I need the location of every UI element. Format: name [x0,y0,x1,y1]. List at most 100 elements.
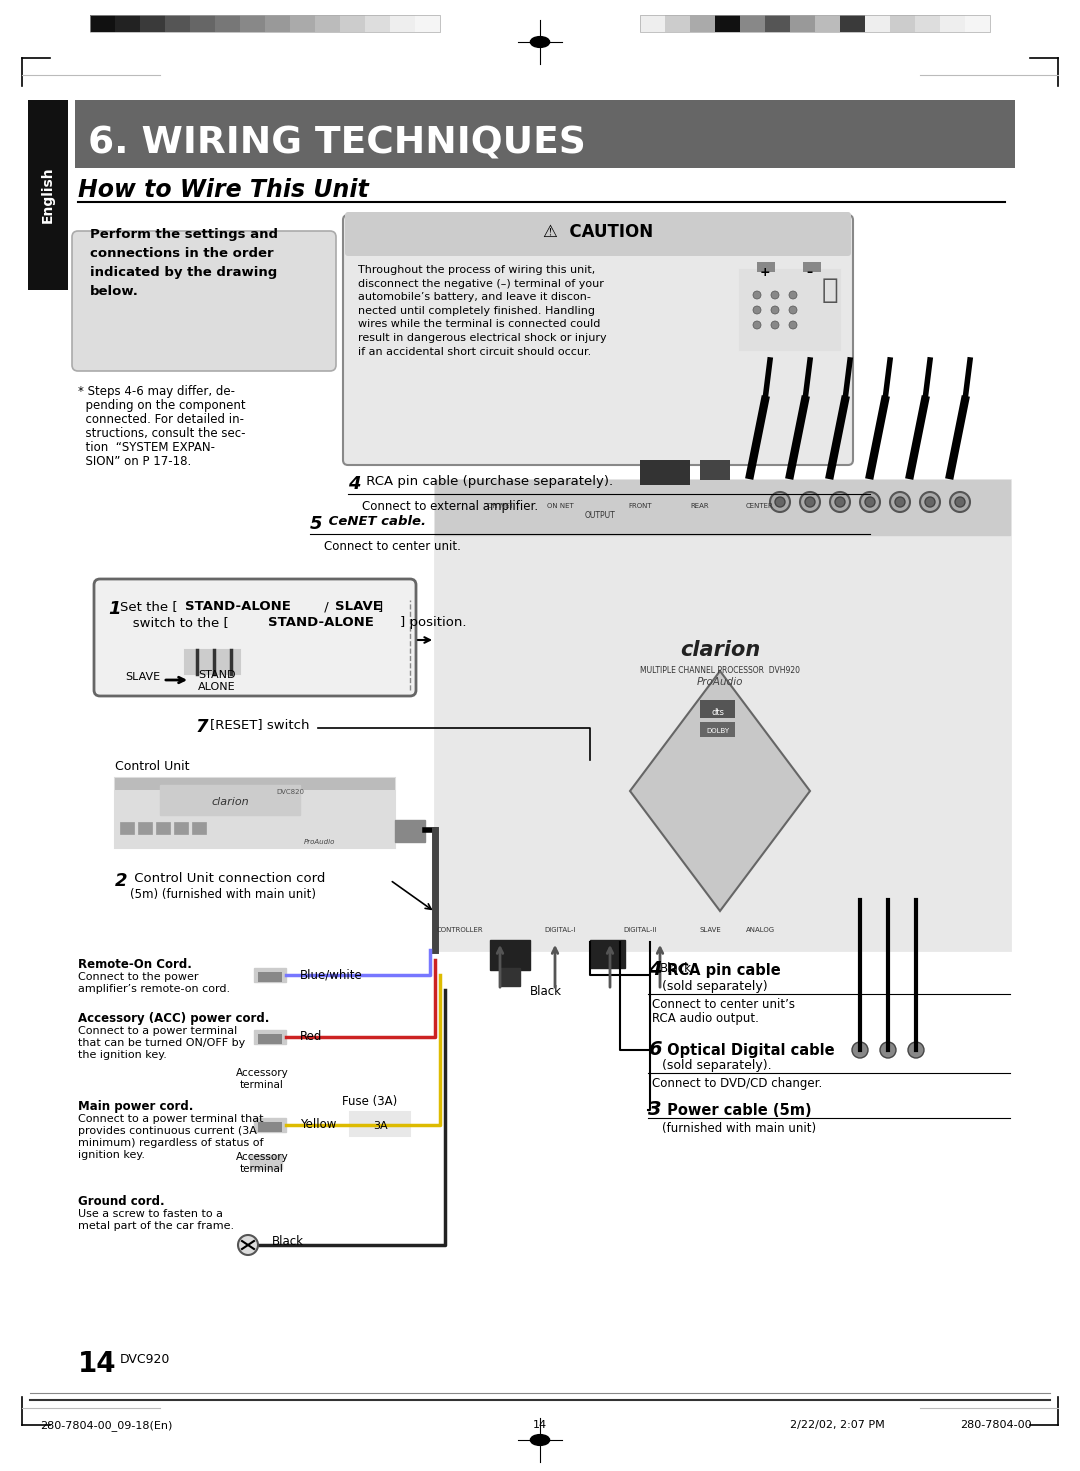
Circle shape [805,497,815,507]
Text: /: / [320,600,333,613]
Bar [757,262,775,272]
Text: Perform the settings and
connections in the order
indicated by the drawing
below: Perform the settings and connections in … [90,228,278,299]
Bar [114,15,140,32]
Text: 4: 4 [348,475,361,493]
Bar [690,15,715,32]
Text: Connect to a power terminal: Connect to a power terminal [78,1025,238,1036]
Circle shape [865,497,875,507]
Bar [165,15,190,32]
Text: * Steps 4-6 may differ, de-: * Steps 4-6 may differ, de- [78,385,235,399]
Text: ProAudio: ProAudio [305,838,336,844]
Text: 1: 1 [108,600,121,618]
Text: Accessory (ACC) power cord.: Accessory (ACC) power cord. [78,1012,269,1025]
Text: –: – [806,266,812,279]
Text: CENTER: CENTER [746,503,774,509]
Bar [140,15,165,32]
Text: ] position.: ] position. [400,616,467,630]
Text: SION” on P 17-18.: SION” on P 17-18. [78,455,191,468]
Bar [265,15,291,32]
Text: RCA pin cable (purchase separately).: RCA pin cable (purchase separately). [362,475,613,488]
Text: tion  “SYSTEM EXPAN-: tion “SYSTEM EXPAN- [78,441,215,455]
Text: Optical Digital cable: Optical Digital cable [662,1043,835,1058]
Text: ON NET: ON NET [546,503,573,509]
Text: ⚠  CAUTION: ⚠ CAUTION [543,224,653,241]
Bar [700,700,735,718]
Bar [75,100,1015,168]
Text: Set the [: Set the [ [120,600,177,613]
Text: Accessory
terminal: Accessory terminal [235,1068,288,1090]
Text: Accessory
terminal: Accessory terminal [235,1152,288,1174]
Text: FRONT: FRONT [629,503,652,509]
Bar [640,15,990,32]
Text: 6. WIRING TECHNIQUES: 6. WIRING TECHNIQUES [87,125,585,160]
Text: RCA pin cable: RCA pin cable [662,964,781,978]
Text: Connect to DVD/CD changer.: Connect to DVD/CD changer. [652,1077,822,1090]
Bar [740,271,840,350]
Text: 2: 2 [114,872,127,890]
Ellipse shape [530,1434,550,1446]
Bar [700,722,735,737]
Circle shape [789,291,797,299]
Text: Fuse (3A): Fuse (3A) [342,1094,397,1108]
Text: Ground cord.: Ground cord. [78,1194,164,1208]
Bar [254,1118,286,1133]
Bar [156,822,170,834]
Text: Red: Red [300,1030,322,1043]
Text: DVC820: DVC820 [276,788,303,794]
Text: Main power cord.: Main power cord. [78,1100,193,1114]
Text: Connect to center unit’s: Connect to center unit’s [652,997,795,1011]
Circle shape [908,1041,924,1058]
Bar [840,15,865,32]
Bar [258,972,282,983]
Bar [28,100,68,290]
Text: [RESET] switch: [RESET] switch [210,718,310,731]
Text: Black: Black [530,986,562,997]
Bar [350,1112,410,1136]
Text: metal part of the car frame.: metal part of the car frame. [78,1221,234,1231]
Text: clarion: clarion [680,640,760,660]
Text: English: English [41,166,55,224]
Bar [700,460,730,480]
Bar [390,15,415,32]
Circle shape [924,497,935,507]
Text: DOLBY: DOLBY [706,728,730,734]
Text: ]: ] [378,600,383,613]
Bar [340,15,365,32]
Text: ALONE: ALONE [198,683,235,691]
Bar [215,15,240,32]
Circle shape [238,1236,258,1255]
Bar [890,15,915,32]
Circle shape [831,491,850,512]
Text: MULTIPLE CHANNEL PROCESSOR  DVH920: MULTIPLE CHANNEL PROCESSOR DVH920 [640,665,800,675]
Bar [192,822,206,834]
Bar [114,778,395,847]
Text: Connect to external amplifier.: Connect to external amplifier. [362,500,538,513]
Circle shape [860,491,880,512]
Bar [435,480,1010,535]
Circle shape [753,291,761,299]
Text: DIGITAL-I: DIGITAL-I [544,927,576,933]
Text: Black: Black [660,962,692,975]
Text: pending on the component: pending on the component [78,399,245,412]
Text: (furnished with main unit): (furnished with main unit) [662,1122,816,1136]
Text: (sold separately): (sold separately) [662,980,768,993]
Text: connected. For detailed in-: connected. For detailed in- [78,413,244,427]
Text: Black: Black [272,1236,303,1247]
Bar [640,15,665,32]
Text: +: + [760,266,771,279]
Text: STAND: STAND [198,669,235,680]
Text: CeNET cable.: CeNET cable. [324,515,426,528]
Bar [765,15,789,32]
Text: 280-7804-00: 280-7804-00 [960,1420,1031,1430]
Circle shape [771,306,779,313]
Bar [258,1034,282,1044]
Circle shape [753,321,761,330]
Text: Connect to a power terminal that: Connect to a power terminal that [78,1114,264,1124]
Text: STAND-ALONE: STAND-ALONE [185,600,291,613]
FancyBboxPatch shape [72,231,336,371]
Text: 3A: 3A [373,1121,388,1131]
Text: How to Wire This Unit: How to Wire This Unit [78,178,368,202]
Circle shape [789,306,797,313]
Bar [715,15,740,32]
Bar [740,15,765,32]
